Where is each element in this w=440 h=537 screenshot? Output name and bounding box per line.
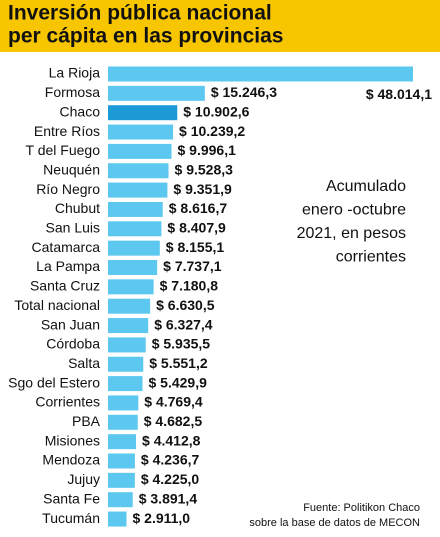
- category-label: Catamarca: [32, 239, 101, 255]
- bar: [108, 511, 127, 527]
- chart-title: Inversión pública nacional: [8, 2, 272, 25]
- bar: [108, 356, 144, 372]
- bar: [108, 376, 143, 392]
- bar: [108, 85, 205, 101]
- value-label: $ 10.902,6: [183, 103, 249, 119]
- bar: [108, 201, 163, 217]
- value-label: $ 5.551,2: [149, 355, 208, 371]
- category-label: Jujuy: [67, 471, 100, 487]
- bar: [108, 163, 169, 179]
- bar: [108, 66, 413, 82]
- category-label: PBA: [72, 413, 101, 429]
- bar: [108, 124, 174, 140]
- value-label: $ 48.014,1: [366, 86, 432, 102]
- bar: [108, 434, 137, 450]
- category-label: San Juan: [41, 316, 100, 332]
- bar: [108, 105, 178, 121]
- category-label: Salta: [68, 355, 100, 371]
- category-label: Entre Ríos: [34, 123, 100, 139]
- annotation: corrientes: [336, 249, 406, 266]
- bar: [108, 240, 160, 256]
- category-label: Misiones: [45, 432, 100, 448]
- bar: [108, 453, 135, 469]
- category-label: Neuquén: [43, 161, 100, 177]
- annotation: Acumulado: [326, 178, 406, 195]
- category-label: Santa Fe: [43, 490, 100, 506]
- category-label: Corrientes: [35, 394, 100, 410]
- value-label: $ 7.737,1: [163, 258, 222, 274]
- category-label: La Rioja: [49, 65, 101, 81]
- bar: [108, 143, 172, 159]
- bar: [108, 279, 154, 295]
- value-label: $ 9.996,1: [177, 142, 236, 158]
- category-label: Total nacional: [14, 297, 100, 313]
- category-label: Chaco: [60, 103, 101, 119]
- bar: [108, 298, 151, 314]
- source: sobre la base de datos de MECON: [249, 517, 420, 529]
- bar: [108, 492, 133, 508]
- value-label: $ 9.528,3: [175, 161, 234, 177]
- bar: [108, 260, 158, 275]
- value-label: $ 2.911,0: [132, 510, 190, 526]
- category-label: La Pampa: [36, 258, 100, 274]
- value-label: $ 3.891,4: [139, 490, 198, 506]
- category-label: Mendoza: [42, 452, 100, 468]
- category-label: T del Fuego: [26, 142, 101, 158]
- value-label: $ 4.236,7: [141, 452, 200, 468]
- annotation: 2021, en pesos: [297, 225, 406, 242]
- value-label: $ 15.246,3: [211, 84, 277, 100]
- value-label: $ 8.407,9: [167, 220, 226, 236]
- value-label: $ 8.616,7: [169, 200, 228, 216]
- category-label: Santa Cruz: [30, 278, 100, 294]
- value-label: $ 4.682,5: [144, 413, 203, 429]
- value-label: $ 6.327,4: [154, 316, 213, 332]
- bar: [108, 182, 168, 198]
- source: Fuente: Politikon Chaco: [303, 502, 420, 514]
- value-label: $ 5.935,5: [152, 336, 211, 352]
- category-label: San Luis: [46, 220, 100, 236]
- value-label: $ 6.630,5: [156, 297, 215, 313]
- bar: [108, 337, 146, 353]
- category-label: Tucumán: [42, 510, 100, 526]
- chart-title: per cápita en las provincias: [8, 25, 283, 48]
- value-label: $ 8.155,1: [166, 239, 225, 255]
- bar: [108, 472, 135, 488]
- category-label: Córdoba: [46, 336, 100, 352]
- bar: [108, 221, 162, 237]
- bar: [108, 395, 139, 411]
- value-label: $ 4.412,8: [142, 432, 201, 448]
- category-label: Sgo del Estero: [8, 374, 100, 390]
- category-label: Chubut: [55, 200, 100, 216]
- bar: [108, 318, 149, 334]
- annotation: enero -octubre: [302, 202, 406, 219]
- value-label: $ 7.180,8: [160, 278, 219, 294]
- bar: [108, 414, 138, 430]
- category-label: Formosa: [45, 84, 100, 100]
- title-band: [0, 0, 440, 52]
- value-label: $ 10.239,2: [179, 123, 245, 139]
- category-label: Río Negro: [36, 181, 100, 197]
- value-label: $ 4.769,4: [144, 394, 203, 410]
- value-label: $ 5.429,9: [148, 374, 207, 390]
- value-label: $ 4.225,0: [141, 471, 200, 487]
- value-label: $ 9.351,9: [173, 181, 232, 197]
